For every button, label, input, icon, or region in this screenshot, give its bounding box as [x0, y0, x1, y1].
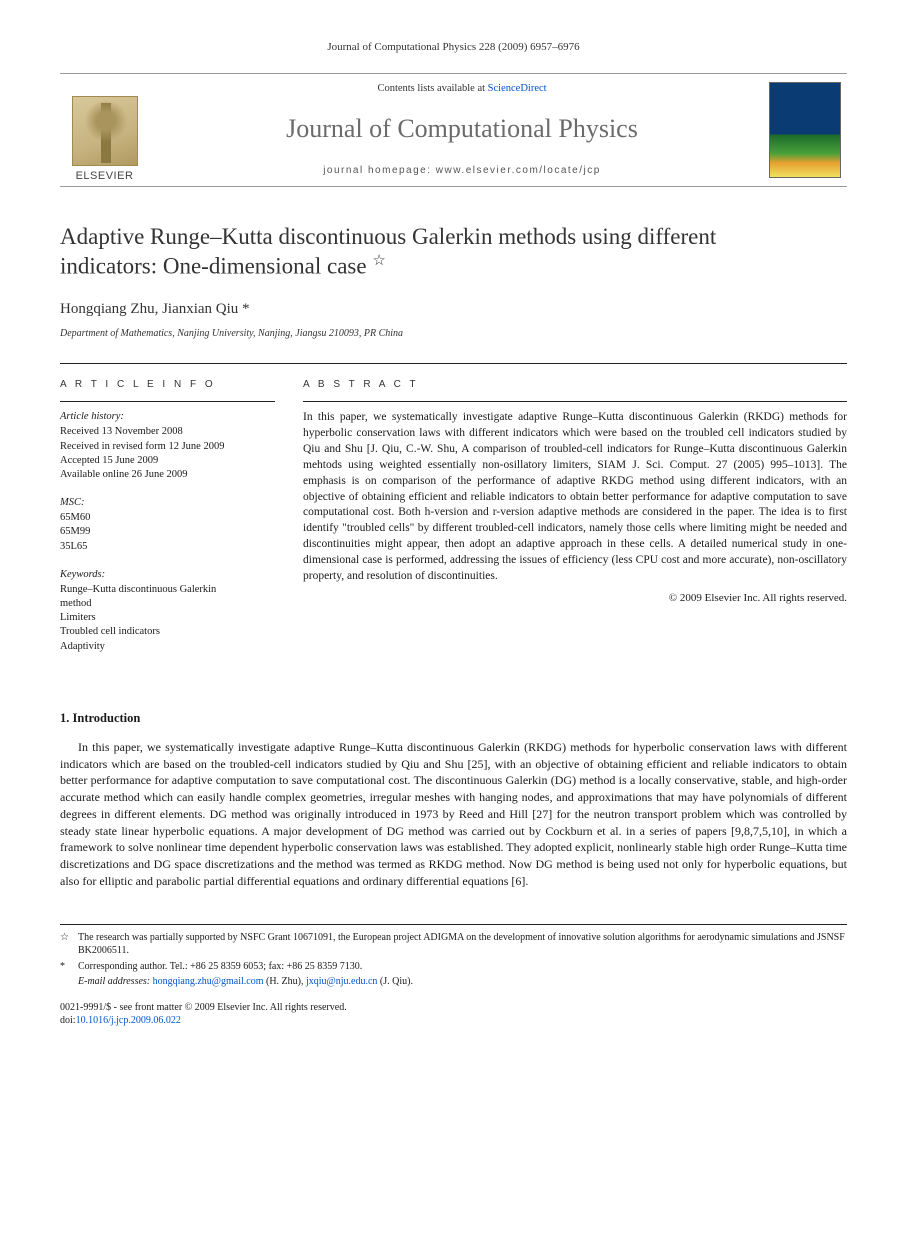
article-info-heading: A R T I C L E I N F O: [60, 378, 275, 392]
introduction-section: 1. Introduction In this paper, we system…: [60, 710, 847, 890]
journal-cover-thumb: [769, 82, 847, 178]
abstract-heading: A B S T R A C T: [303, 378, 847, 392]
sciencedirect-link[interactable]: ScienceDirect: [488, 83, 547, 94]
title-footnote-mark: ☆: [372, 253, 385, 269]
keyword-item: Adaptivity: [60, 640, 275, 654]
abstract-copyright: © 2009 Elsevier Inc. All rights reserved…: [303, 591, 847, 606]
abstract-column: A B S T R A C T In this paper, we system…: [303, 378, 847, 668]
contents-available-line: Contents lists available at ScienceDirec…: [159, 82, 765, 96]
blank-mark: [60, 975, 72, 989]
contents-prefix: Contents lists available at: [377, 83, 487, 94]
msc-item: 65M60: [60, 511, 275, 525]
history-item: Accepted 15 June 2009: [60, 454, 275, 468]
journal-homepage: journal homepage: www.elsevier.com/locat…: [159, 164, 765, 178]
affiliation: Department of Mathematics, Nanjing Unive…: [60, 327, 847, 341]
email-label: E-mail addresses:: [78, 976, 150, 987]
msc-block: MSC: 65M60 65M99 35L65: [60, 496, 275, 554]
article-history: Article history: Received 13 November 20…: [60, 410, 275, 482]
publication-footer: 0021-9991/$ - see front matter © 2009 El…: [60, 1001, 847, 1028]
doi-link[interactable]: 10.1016/j.jcp.2009.06.022: [76, 1015, 181, 1026]
footnotes: ☆ The research was partially supported b…: [60, 924, 847, 989]
authors: Hongqiang Zhu, Jianxian Qiu *: [60, 299, 847, 319]
email-link-1[interactable]: hongqiang.zhu@gmail.com: [153, 976, 264, 987]
email-footnote: E-mail addresses: hongqiang.zhu@gmail.co…: [78, 975, 413, 989]
corresponding-footnote: Corresponding author. Tel.: +86 25 8359 …: [78, 960, 362, 974]
email-who-2: (J. Qiu).: [377, 976, 413, 987]
title-line-1: Adaptive Runge–Kutta discontinuous Galer…: [60, 224, 716, 249]
elsevier-tree-icon: [72, 96, 138, 166]
running-head: Journal of Computational Physics 228 (20…: [60, 40, 847, 55]
corresponding-mark: *: [60, 960, 72, 974]
doi-line: doi:10.1016/j.jcp.2009.06.022: [60, 1014, 847, 1028]
funding-footnote: The research was partially supported by …: [78, 931, 847, 958]
msc-label: MSC:: [60, 496, 275, 510]
email-link-2[interactable]: jxqiu@nju.edu.cn: [306, 976, 377, 987]
title-line-2: indicators: One-dimensional case: [60, 253, 367, 278]
journal-cover-icon: [769, 82, 841, 178]
msc-item: 35L65: [60, 540, 275, 554]
journal-masthead: ELSEVIER Contents lists available at Sci…: [60, 73, 847, 187]
front-matter-line: 0021-9991/$ - see front matter © 2009 El…: [60, 1001, 847, 1015]
intro-paragraph: In this paper, we systematically investi…: [60, 739, 847, 890]
funding-footnote-mark: ☆: [60, 931, 72, 958]
doi-label: doi:: [60, 1015, 76, 1026]
keyword-item: Troubled cell indicators: [60, 625, 275, 639]
keyword-item: Runge–Kutta discontinuous Galerkin: [60, 583, 275, 597]
journal-name: Journal of Computational Physics: [159, 111, 765, 146]
publisher-logo-text: ELSEVIER: [76, 169, 134, 184]
info-abstract-row: A R T I C L E I N F O Article history: R…: [60, 363, 847, 668]
keywords-label: Keywords:: [60, 568, 275, 582]
section-heading: 1. Introduction: [60, 710, 847, 727]
publisher-logo: ELSEVIER: [60, 74, 155, 186]
keywords-block: Keywords: Runge–Kutta discontinuous Gale…: [60, 568, 275, 654]
history-item: Received in revised form 12 June 2009: [60, 440, 275, 454]
history-label: Article history:: [60, 410, 275, 424]
rule: [303, 401, 847, 402]
email-who-1: (H. Zhu),: [263, 976, 306, 987]
masthead-center: Contents lists available at ScienceDirec…: [155, 74, 769, 186]
keyword-item: Limiters: [60, 611, 275, 625]
msc-item: 65M99: [60, 525, 275, 539]
rule: [60, 401, 275, 402]
article-title: Adaptive Runge–Kutta discontinuous Galer…: [60, 223, 847, 281]
abstract-text: In this paper, we systematically investi…: [303, 410, 847, 584]
history-item: Available online 26 June 2009: [60, 468, 275, 482]
history-item: Received 13 November 2008: [60, 425, 275, 439]
article-info-column: A R T I C L E I N F O Article history: R…: [60, 378, 275, 668]
keyword-item: method: [60, 597, 275, 611]
